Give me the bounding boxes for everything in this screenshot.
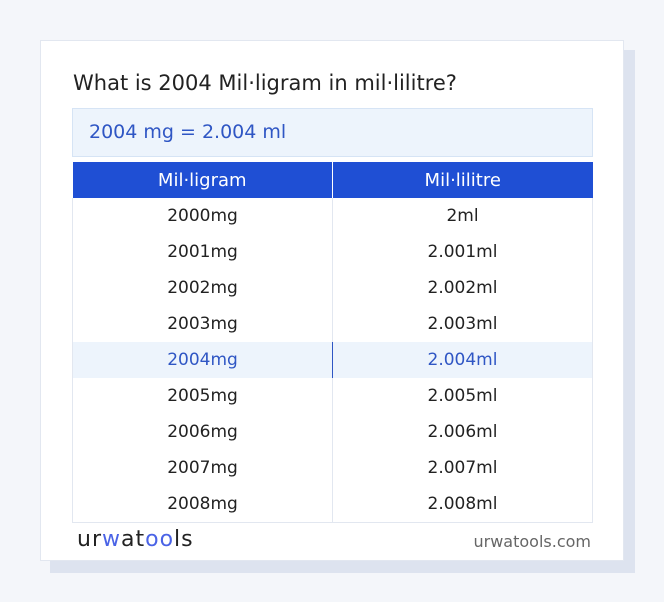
table-row: 2002mg 2.002ml	[72, 270, 593, 306]
cell-ml: 2ml	[332, 198, 593, 234]
cell-mg: 2008mg	[72, 486, 333, 523]
cell-mg: 2000mg	[72, 198, 333, 234]
cell-ml: 2.008ml	[332, 486, 593, 523]
cell-ml: 2.003ml	[332, 306, 593, 342]
result-box: 2004 mg = 2.004 ml	[72, 108, 593, 157]
cell-ml: 2.007ml	[332, 450, 593, 486]
header-milligram: Mil·ligram	[72, 162, 333, 198]
conversion-card: What is 2004 Mil·ligram in mil·lilitre? …	[40, 40, 624, 561]
table-row: 2005mg 2.005ml	[72, 378, 593, 414]
result-text: 2004 mg = 2.004 ml	[89, 121, 287, 143]
table-row: 2007mg 2.007ml	[72, 450, 593, 486]
cell-mg: 2006mg	[72, 414, 333, 450]
table-row: 2006mg 2.006ml	[72, 414, 593, 450]
table-row: 2001mg 2.001ml	[72, 234, 593, 270]
header-millilitre: Mil·lilitre	[332, 162, 593, 198]
table-row: 2003mg 2.003ml	[72, 306, 593, 342]
cell-mg: 2007mg	[72, 450, 333, 486]
cell-ml: 2.004ml	[332, 342, 593, 378]
table-row-highlighted: 2004mg 2.004ml	[72, 342, 593, 378]
cell-mg: 2001mg	[72, 234, 333, 270]
table-row: 2008mg 2.008ml	[72, 486, 593, 523]
cell-mg: 2004mg	[72, 342, 333, 378]
cell-mg: 2005mg	[72, 378, 333, 414]
cell-mg: 2003mg	[72, 306, 333, 342]
cell-ml: 2.005ml	[332, 378, 593, 414]
page-title: What is 2004 Mil·ligram in mil·lilitre?	[73, 71, 457, 95]
cell-mg: 2002mg	[72, 270, 333, 306]
conversion-table: Mil·ligram Mil·lilitre 2000mg 2ml 2001mg 2…	[72, 162, 593, 523]
site-url: urwatools.com	[473, 532, 592, 551]
cell-ml: 2.006ml	[332, 414, 593, 450]
table-row: 2000mg 2ml	[72, 198, 593, 234]
urwatools-logo: urwatools	[77, 527, 194, 552]
cell-ml: 2.001ml	[332, 234, 593, 270]
cell-ml: 2.002ml	[332, 270, 593, 306]
